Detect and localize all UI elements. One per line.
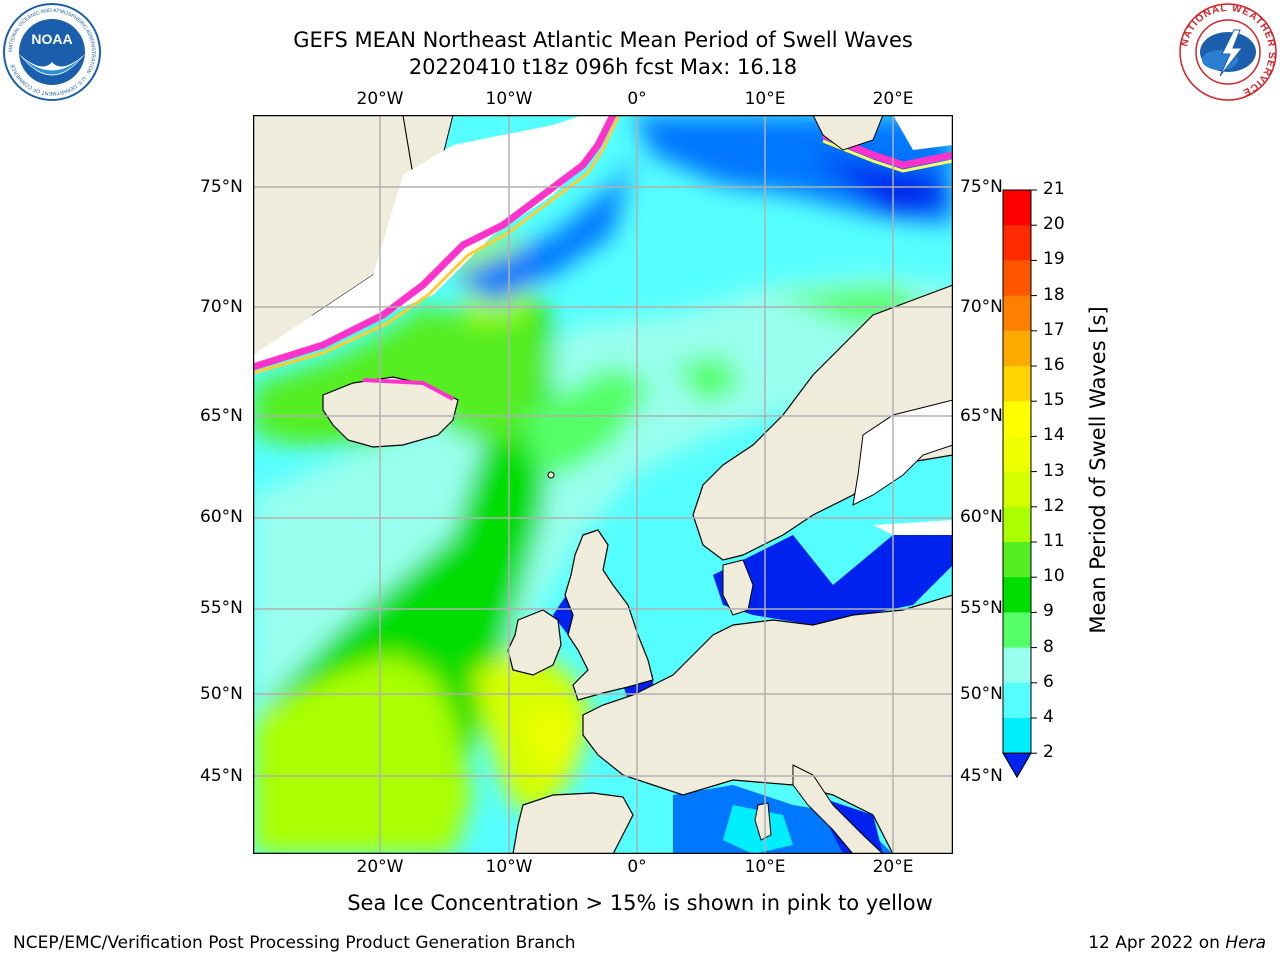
colorbar-tick-label: 14 (1043, 425, 1065, 446)
colorbar-tick-label: 8 (1043, 636, 1054, 657)
noaa-logo-text: NOAA (31, 31, 72, 47)
colorbar-tick-label: 21 (1043, 179, 1065, 199)
footer-host: Hera (1225, 933, 1266, 953)
lon-label-bottom-20w: 20°W (356, 857, 404, 877)
nws-logo: NATIONAL WEATHER SERVICE (1179, 3, 1277, 101)
map-frame (253, 115, 953, 854)
lat-label-left-45n: 45°N (200, 766, 243, 786)
colorbar-tick-label: 20 (1043, 214, 1065, 235)
sea-ice-edge (253, 115, 617, 371)
colorbar-swatch (1003, 718, 1031, 754)
footer-credit: NCEP/EMC/Verification Post Processing Pr… (13, 933, 576, 953)
colorbar-tick-label: 2 (1043, 742, 1054, 763)
colorbar-swatch (1003, 366, 1031, 402)
colorbar-ticks (1031, 189, 1037, 754)
footer-date-text: 12 Apr 2022 on (1088, 933, 1226, 953)
ireland (507, 609, 562, 676)
colorbar-swatch (1003, 260, 1031, 297)
lon-label-bottom-20e: 20°E (872, 857, 914, 877)
lon-label-top-20e: 20°E (872, 89, 914, 109)
noaa-logo: NOAA NATIONAL OCEANIC AND ATMOSPHERIC AD… (3, 3, 101, 101)
lat-label-right-60n: 60°N (960, 507, 1003, 527)
continental-europe (582, 594, 953, 854)
colorbar-tick-label: 15 (1043, 390, 1065, 411)
lat-label-right-75n: 75°N (960, 177, 1003, 197)
colorbar-swatches (1003, 190, 1031, 754)
colorbar-tick-label: 12 (1043, 495, 1065, 516)
colorbar-swatch (1003, 612, 1031, 649)
colorbar-swatch (1003, 506, 1031, 543)
lat-label-right-55n: 55°N (960, 598, 1003, 618)
scandinavia (692, 284, 953, 561)
svalbard (812, 115, 884, 151)
colorbar-arrow (1002, 752, 1032, 779)
lon-label-bottom-10w: 10°W (485, 857, 533, 877)
colorbar-swatch (1003, 190, 1031, 226)
iberia (512, 792, 634, 854)
colorbar-swatch (1003, 330, 1031, 367)
colorbar-tick-label: 9 (1043, 601, 1054, 622)
lon-label-bottom-0: 0° (627, 857, 647, 877)
colorbar-tick-label: 4 (1043, 707, 1054, 727)
map-canvas (253, 115, 953, 854)
map-subtitle: 20220410 t18z 096h fcst Max: 16.18 (408, 55, 798, 79)
sea-ice-note: Sea Ice Concentration > 15% is shown in … (347, 891, 933, 915)
colorbar-tick-label: 10 (1043, 566, 1065, 587)
lat-label-left-65n: 65°N (200, 406, 243, 426)
colorbar-tick-label: 13 (1043, 460, 1065, 481)
italy (792, 764, 884, 854)
lat-label-left-75n: 75°N (200, 177, 243, 197)
lat-label-right-50n: 50°N (960, 684, 1003, 704)
colorbar-tick-label: 19 (1043, 249, 1065, 270)
colorbar-tick-label: 11 (1043, 531, 1065, 551)
great-britain (564, 529, 654, 701)
lat-label-left-60n: 60°N (200, 507, 243, 527)
colorbar-swatch (1003, 647, 1031, 684)
colorbar-swatch (1003, 471, 1031, 508)
denmark (722, 559, 754, 616)
colorbar-swatch (1003, 542, 1031, 578)
colorbar-tick-label: 18 (1043, 284, 1065, 305)
colorbar-tick-label: 17 (1043, 319, 1065, 340)
lat-label-right-45n: 45°N (960, 766, 1003, 786)
swell-period-field (253, 115, 953, 854)
iceland (322, 376, 459, 448)
colorbar-title: Mean Period of Swell Waves [s] (1086, 306, 1110, 634)
colorbar-swatch (1003, 436, 1031, 473)
lon-label-top-20w: 20°W (356, 89, 404, 109)
lat-label-left-70n: 70°N (200, 297, 243, 317)
colorbar-tick-label: 16 (1043, 355, 1065, 375)
map-title: GEFS MEAN Northeast Atlantic Mean Period… (293, 28, 913, 52)
colorbar-swatch (1003, 401, 1031, 437)
graticule (253, 115, 953, 854)
colorbar (1002, 189, 1037, 779)
colorbar-swatch (1003, 225, 1031, 261)
colorbar-tick-label: 6 (1043, 671, 1054, 692)
footer-date: 12 Apr 2022 on Hera (1088, 933, 1266, 953)
lat-label-right-70n: 70°N (960, 297, 1003, 317)
lon-label-top-0: 0° (627, 89, 647, 109)
lon-label-bottom-10e: 10°E (744, 857, 786, 877)
colorbar-swatch (1003, 295, 1031, 332)
lon-label-top-10w: 10°W (485, 89, 533, 109)
colorbar-swatch (1003, 682, 1031, 719)
lon-label-top-10e: 10°E (744, 89, 786, 109)
gulf-of-bothnia (852, 399, 953, 506)
lat-label-left-50n: 50°N (200, 684, 243, 704)
lat-label-left-55n: 55°N (200, 598, 243, 618)
lat-label-right-65n: 65°N (960, 406, 1003, 426)
colorbar-swatch (1003, 577, 1031, 613)
